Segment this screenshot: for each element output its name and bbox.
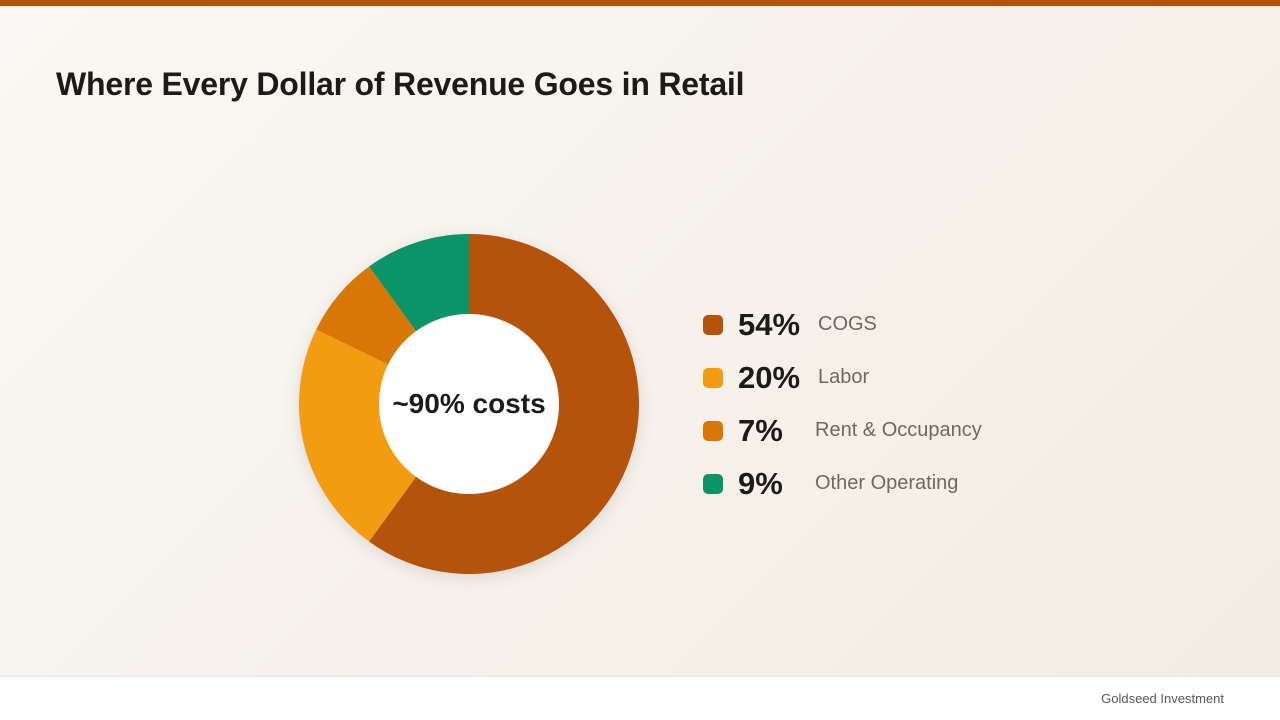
- legend-label: Other Operating: [815, 472, 959, 494]
- legend-swatch: [703, 315, 723, 335]
- donut-slice-rent-occupancy: [316, 266, 417, 365]
- donut-chart: ~90% costs: [298, 233, 640, 575]
- chart-legend: 54% COGS 20% Labor 7% Rent & Occupancy 9…: [703, 301, 1063, 513]
- legend-swatch: [703, 421, 723, 441]
- donut-slice-labor: [299, 329, 417, 542]
- donut-slice-cogs: [369, 234, 639, 574]
- slide: Where Every Dollar of Revenue Goes in Re…: [0, 0, 1280, 676]
- footer: Goldseed Investment: [0, 676, 1280, 720]
- donut-slice-other-operating: [369, 234, 469, 332]
- legend-value: 54%: [738, 307, 801, 342]
- donut-chart-svg: [299, 234, 639, 574]
- legend-label: Labor: [818, 366, 870, 388]
- donut-hole: [379, 314, 559, 494]
- slide-title: Where Every Dollar of Revenue Goes in Re…: [56, 66, 745, 102]
- legend-item-rent-occupancy: 7% Rent & Occupancy: [703, 407, 1063, 460]
- legend-value: 9%: [738, 466, 783, 501]
- legend-swatch: [703, 474, 723, 494]
- accent-bar: [0, 0, 1280, 6]
- footer-brand: Goldseed Investment: [1101, 691, 1224, 706]
- legend-item-other-operating: 9% Other Operating: [703, 460, 1063, 513]
- legend-value: 7%: [738, 413, 783, 448]
- legend-value: 20%: [738, 360, 801, 395]
- legend-swatch: [703, 368, 723, 388]
- legend-item-cogs: 54% COGS: [703, 301, 1063, 354]
- legend-item-labor: 20% Labor: [703, 354, 1063, 407]
- legend-label: COGS: [818, 313, 877, 335]
- legend-label: Rent & Occupancy: [815, 419, 982, 441]
